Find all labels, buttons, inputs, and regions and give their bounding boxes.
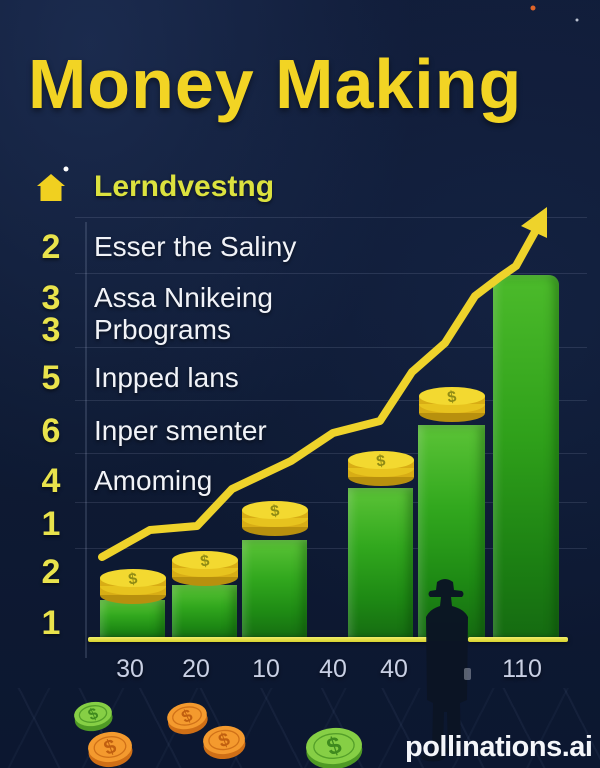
- list-number: 3: [41, 311, 61, 349]
- list-number: 6: [41, 412, 61, 450]
- list-number: 1: [41, 604, 61, 642]
- x-axis-label: 30: [116, 655, 144, 683]
- bar: [100, 600, 165, 641]
- bar: [348, 488, 413, 641]
- coin-stack-icon: $: [171, 551, 238, 586]
- x-axis-label: 40: [319, 655, 347, 683]
- house-icon: [37, 174, 65, 201]
- svg-text:$: $: [127, 570, 138, 588]
- x-axis-baseline: [468, 637, 568, 642]
- y-axis-line: [85, 222, 87, 658]
- list-number: 3: [41, 279, 61, 317]
- coin-stack-icon: $: [418, 387, 485, 422]
- x-axis-baseline: [88, 637, 428, 642]
- coin-stack-icon: $: [347, 451, 414, 486]
- divider-line: [75, 217, 587, 218]
- bar: [418, 425, 485, 641]
- list-number: 2: [41, 553, 61, 591]
- list-header-label: Lerndvestng: [94, 170, 275, 203]
- list-number: 5: [41, 359, 61, 397]
- page-title: Money Making: [28, 45, 523, 123]
- bar: [242, 540, 307, 641]
- x-axis-label: 110: [502, 655, 542, 683]
- bar: [493, 275, 559, 641]
- list-number: 4: [41, 462, 61, 500]
- x-axis-label: 10: [252, 655, 280, 683]
- list-number: 2: [41, 228, 61, 266]
- svg-text:$: $: [199, 552, 210, 570]
- bar: [172, 585, 237, 641]
- x-axis-label: 20: [182, 655, 210, 683]
- coin-stack-icon: $: [241, 501, 308, 536]
- coin-stack-icon: $: [99, 569, 166, 604]
- list-number: 1: [41, 505, 61, 543]
- watermark: pollinations.ai: [405, 731, 593, 763]
- x-axis-label: 40: [380, 655, 408, 683]
